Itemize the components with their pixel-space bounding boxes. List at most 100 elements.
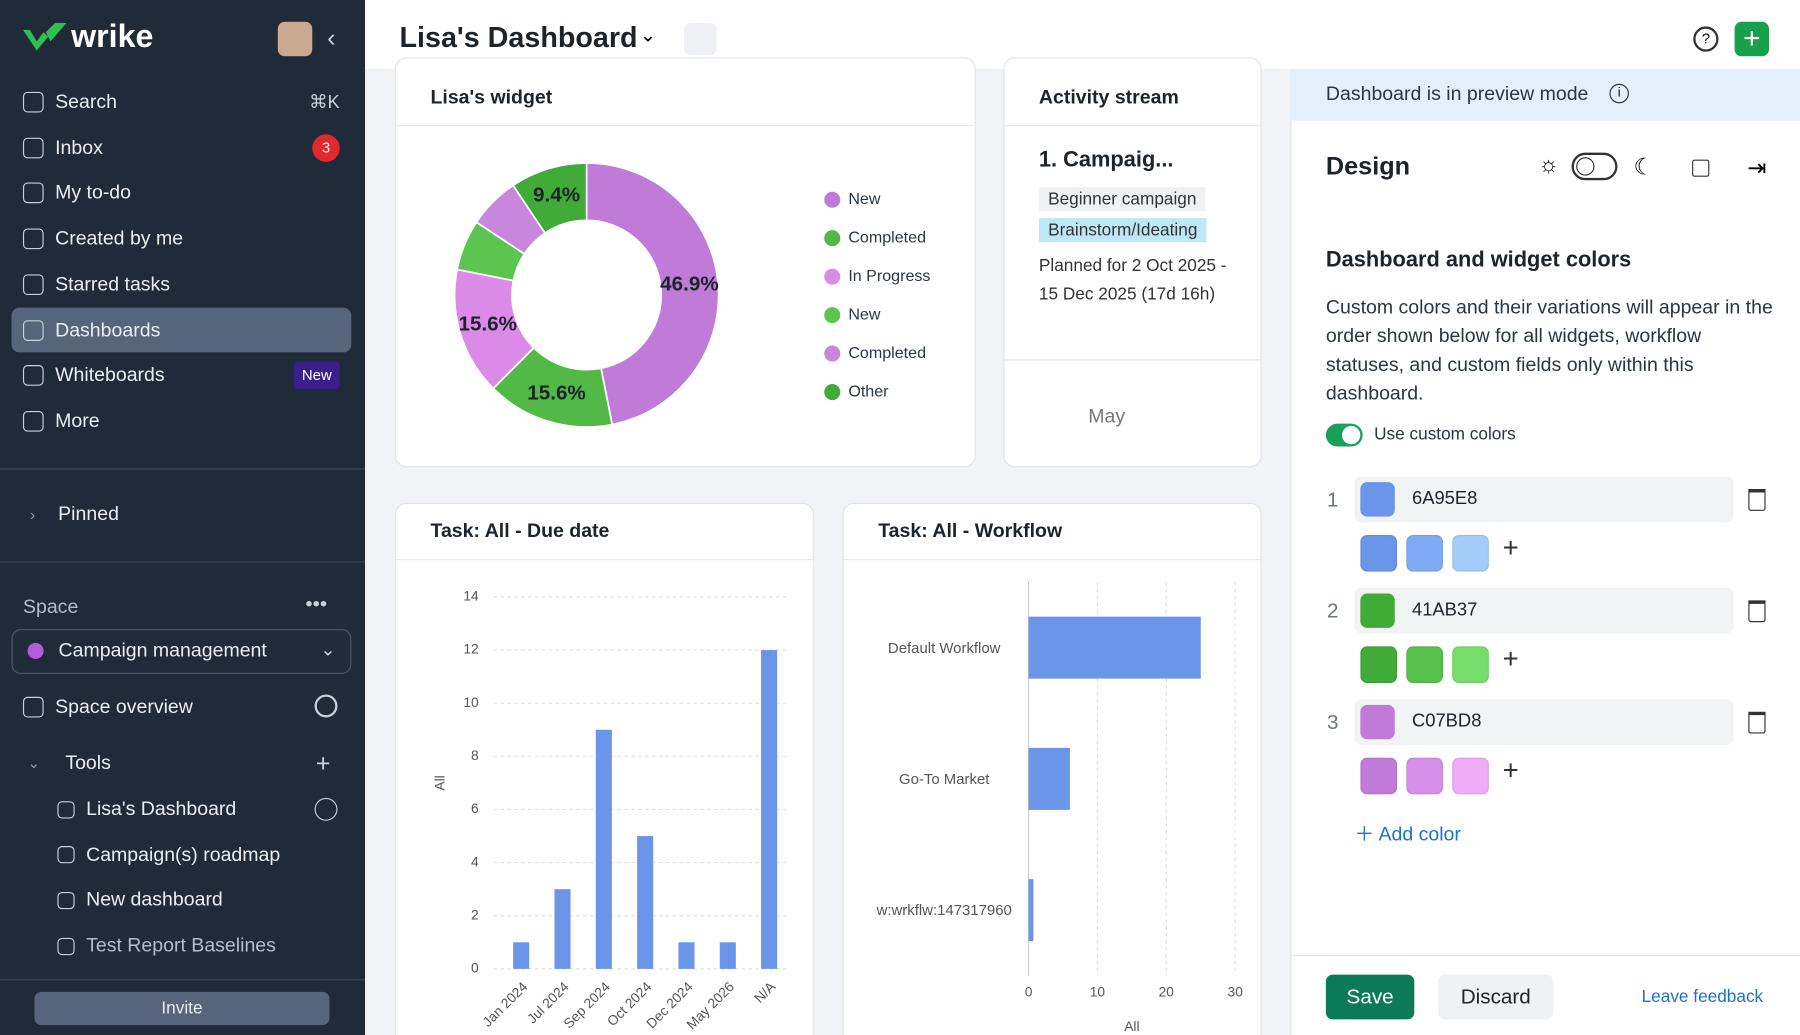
brand: wrike — [71, 18, 154, 54]
delete[interactable] — [1748, 489, 1766, 511]
slice-label: 15.6% — [527, 381, 586, 404]
add-color[interactable]: ＋ Add color — [1354, 823, 1461, 845]
divider — [1004, 359, 1261, 361]
nav-item[interactable]: Whiteboards — [22, 358, 165, 392]
color-swatch[interactable] — [1360, 704, 1395, 740]
save-button[interactable]: Save — [1325, 974, 1415, 1020]
shade-swatch[interactable] — [1452, 757, 1489, 795]
nav-item[interactable]: Created by me — [22, 222, 184, 256]
color-hex: C07BD8 — [1411, 711, 1482, 732]
tool-item[interactable]: New dashboard — [57, 883, 223, 917]
slice-label: 15.6% — [458, 313, 517, 336]
duplicate[interactable] — [1692, 159, 1710, 177]
space-menu[interactable]: ••• — [305, 592, 328, 616]
pinned[interactable]: › Pinned — [29, 502, 119, 525]
shade-swatch[interactable] — [1452, 646, 1489, 684]
divider — [1290, 955, 1800, 957]
shade-swatch[interactable] — [1360, 757, 1398, 795]
tool-item[interactable]: Campaign(s) roadmap — [57, 838, 280, 872]
delete[interactable] — [1748, 600, 1766, 623]
badge: 3 — [312, 133, 340, 162]
custom-toggle[interactable] — [1325, 423, 1363, 447]
y-tick-label: Default Workflow — [884, 613, 1005, 682]
x-tick-label: Jan 2024 — [480, 979, 531, 1030]
add-shade[interactable]: + — [1502, 755, 1519, 787]
shade-swatch[interactable] — [1452, 534, 1489, 572]
discard-label: Discard — [1460, 984, 1531, 1008]
space-select[interactable] — [11, 629, 352, 674]
divider — [396, 559, 813, 561]
pin-button[interactable] — [684, 22, 717, 56]
avatar[interactable] — [277, 21, 313, 57]
space-overview[interactable]: Space overview — [22, 690, 193, 724]
tools[interactable]: ⌄ Tools — [27, 751, 111, 774]
title-menu[interactable]: ⌄ — [639, 22, 657, 46]
delete[interactable] — [1748, 711, 1766, 734]
preview-banner — [1290, 68, 1800, 121]
shade-swatch[interactable] — [1406, 646, 1443, 684]
invite-button[interactable]: Invite — [34, 991, 330, 1026]
nav-item[interactable]: Search — [22, 85, 117, 119]
widget-title: Lisa's widget — [430, 86, 553, 108]
label: Space overview — [55, 695, 193, 718]
shade-swatch[interactable] — [1360, 646, 1398, 684]
slice-label: 9.4% — [533, 184, 580, 207]
nav-item[interactable]: Dashboards — [22, 313, 160, 347]
nav-item[interactable]: Starred tasks — [22, 267, 170, 301]
y-tick-label: Go-To Market — [884, 744, 1005, 813]
color-swatch[interactable] — [1360, 593, 1395, 628]
nav-icon — [22, 91, 44, 113]
pinned-label: Pinned — [58, 502, 119, 525]
settings[interactable] — [314, 694, 338, 718]
color-swatch[interactable] — [1360, 482, 1395, 517]
add-tool[interactable]: + — [315, 748, 331, 778]
color-index: 2 — [1327, 599, 1339, 623]
dashboard-title: Lisa's Dashboard — [399, 21, 638, 54]
tool-item[interactable]: Lisa's Dashboard — [57, 792, 236, 826]
shade-swatch[interactable] — [1360, 534, 1398, 572]
help[interactable]: ? — [1693, 26, 1719, 52]
description: Custom colors and their variations will … — [1325, 296, 1773, 405]
nav-label: My to-do — [55, 181, 132, 204]
y-tick-label: 2 — [471, 907, 479, 922]
icon — [22, 696, 44, 718]
x-tick-label: 10 — [1090, 985, 1106, 1000]
discard-button[interactable]: Discard — [1438, 974, 1554, 1020]
add-shade[interactable]: + — [1502, 532, 1519, 564]
legend-label: In Progress — [848, 267, 930, 285]
close-panel[interactable]: ⇥ — [1747, 156, 1767, 182]
label: Tools — [65, 751, 111, 774]
add-shade[interactable]: + — [1502, 644, 1519, 676]
shade-swatch[interactable] — [1406, 534, 1443, 572]
bar — [513, 942, 530, 969]
activity-item[interactable]: 1. Campaig... — [1038, 148, 1174, 173]
divider — [843, 559, 1261, 561]
divider — [0, 468, 366, 470]
nav-label: Inbox — [55, 136, 103, 159]
color-input[interactable] — [1354, 476, 1734, 523]
tool-item[interactable]: Test Report Baselines — [57, 929, 276, 963]
dark-icon: ☾ — [1633, 154, 1655, 181]
bar — [761, 650, 778, 969]
color-input[interactable] — [1354, 587, 1734, 634]
nav-item[interactable]: My to-do — [22, 176, 132, 210]
add-button[interactable]: + — [1734, 22, 1770, 57]
info[interactable]: i — [1609, 83, 1629, 104]
bar — [1028, 879, 1034, 942]
nav-item[interactable]: More — [22, 404, 100, 438]
y-tick-label: 6 — [471, 801, 479, 816]
nav-label: Created by me — [55, 227, 184, 250]
nav-icon — [22, 365, 44, 386]
theme-toggle[interactable] — [1571, 152, 1618, 181]
tool-icon — [57, 800, 75, 818]
feedback-link[interactable]: Leave feedback — [1641, 987, 1764, 1007]
nav-label: Search — [55, 90, 117, 113]
nav-icon — [22, 182, 44, 204]
panel-title: Design — [1325, 151, 1411, 181]
collapse[interactable]: ‹ — [327, 22, 336, 52]
shade-swatch[interactable] — [1406, 757, 1443, 795]
nav-item[interactable]: Inbox — [22, 131, 103, 165]
color-input[interactable] — [1354, 699, 1734, 746]
